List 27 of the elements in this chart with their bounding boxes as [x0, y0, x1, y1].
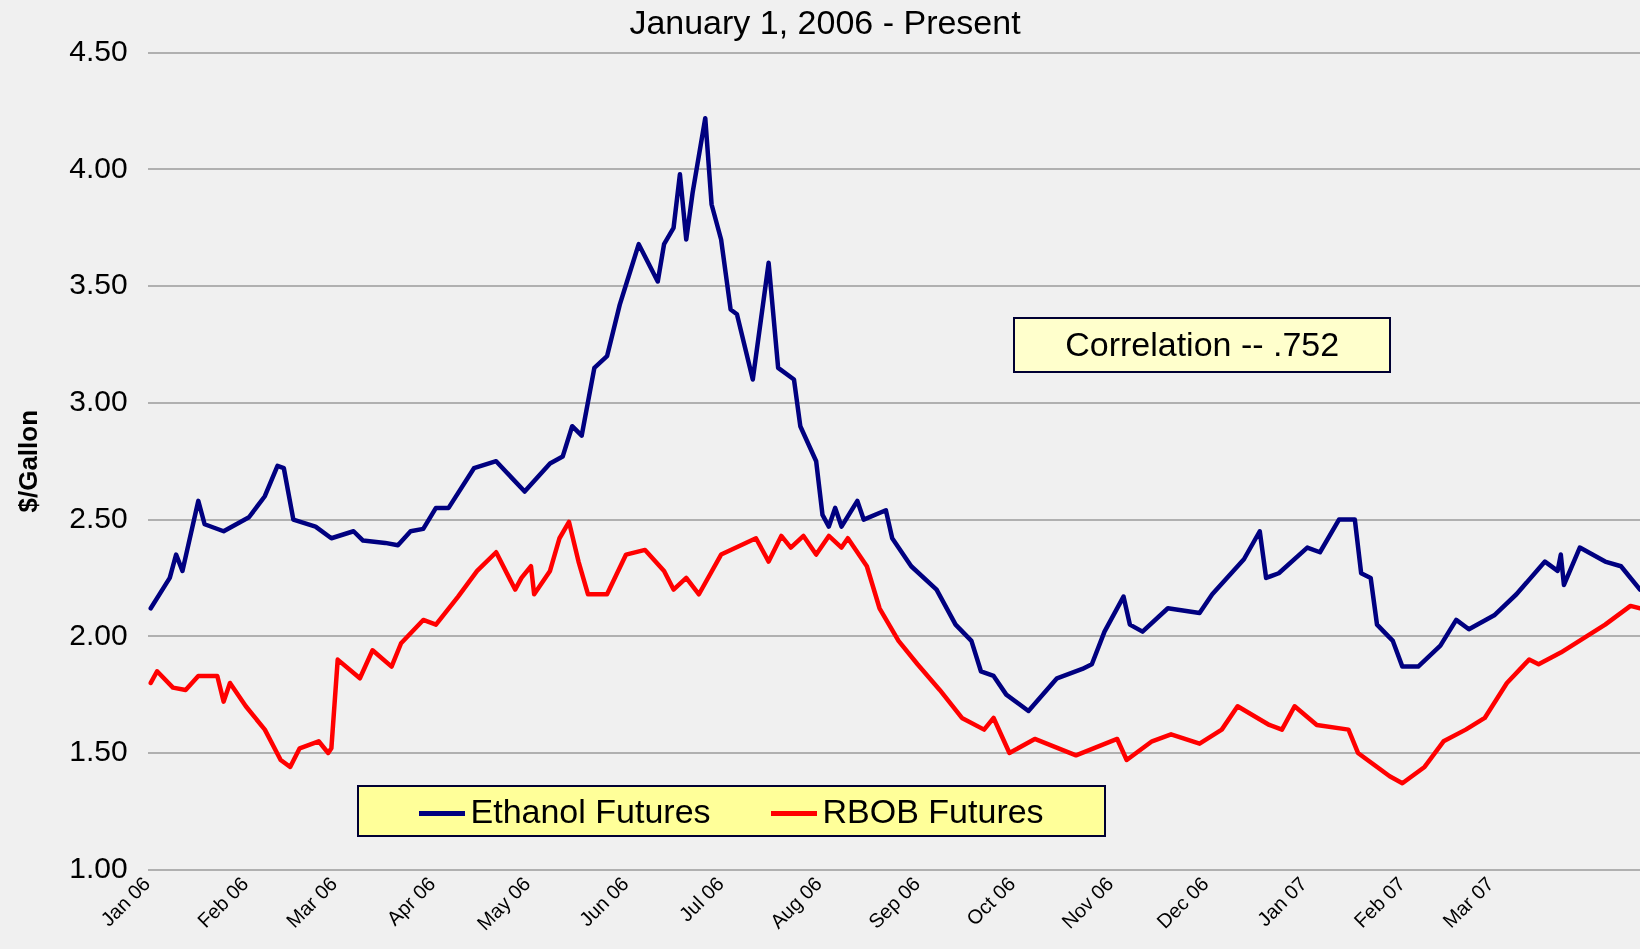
y-axis-title: $/Gallon — [12, 409, 43, 513]
legend-label: RBOB Futures — [821, 791, 1044, 831]
y-tick-label: 1.00 — [69, 850, 128, 884]
chart-title: January 1, 2006 - Present — [629, 2, 1022, 41]
legend-label: Ethanol Futures — [469, 791, 711, 831]
y-tick-label: 4.50 — [69, 34, 128, 68]
y-tick-label: 4.00 — [69, 150, 128, 184]
x-tick-label: May 06 — [472, 872, 535, 935]
x-tick-label: Sep 06 — [863, 872, 925, 933]
y-tick-label: 3.50 — [69, 267, 128, 301]
x-tick-label: Jul 06 — [674, 872, 728, 926]
y-tick-label: 3.00 — [69, 384, 128, 418]
x-tick-label: Mar 06 — [281, 872, 342, 932]
x-tick-label: Jan 07 — [1252, 872, 1311, 931]
x-tick-label: Apr 06 — [382, 872, 440, 930]
x-tick-label: Nov 06 — [1057, 872, 1118, 933]
y-tick-label: 1.50 — [69, 734, 128, 768]
x-tick-label: Feb 06 — [192, 872, 253, 932]
x-tick-label: Oct 06 — [962, 872, 1020, 930]
x-tick-label: Aug 06 — [765, 872, 827, 933]
x-tick-label: Dec 06 — [1152, 872, 1213, 933]
x-tick-label: Feb 07 — [1349, 872, 1410, 932]
y-tick-label: 2.50 — [69, 500, 128, 534]
x-tick-label: Jun 06 — [574, 872, 633, 931]
y-tick-label: 2.00 — [69, 617, 128, 651]
x-tick-label: Mar 07 — [1438, 872, 1498, 932]
annotation: Correlation -- .752 — [1013, 316, 1392, 373]
